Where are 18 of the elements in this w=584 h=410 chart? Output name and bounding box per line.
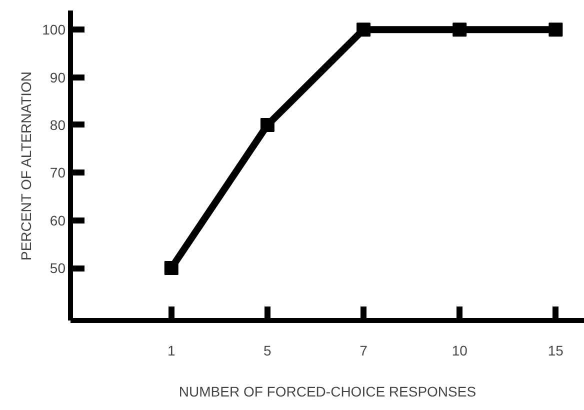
x-tick-label: 1 [167, 342, 176, 358]
x-tick-label: 15 [548, 342, 564, 358]
point [452, 22, 467, 37]
x-axis-title: NUMBER OF FORCED-CHOICE RESPONSES [178, 384, 476, 400]
x-tick-label: 10 [452, 342, 468, 358]
y-tick-label: 50 [50, 260, 66, 276]
x-tick-label: 5 [264, 342, 272, 358]
point [260, 118, 274, 132]
y-tick-label: 80 [50, 116, 66, 133]
point [356, 22, 371, 37]
point [548, 22, 563, 37]
y-axis-title: PERCENT OF ALTERNATION [18, 71, 34, 261]
y-tick-label: 90 [50, 69, 66, 86]
point [164, 261, 178, 276]
y-tick-label: 70 [50, 164, 66, 181]
y-tick-label: 60 [50, 212, 66, 228]
y-tick-label: 100 [42, 22, 66, 38]
x-tick-label: 7 [360, 342, 368, 358]
